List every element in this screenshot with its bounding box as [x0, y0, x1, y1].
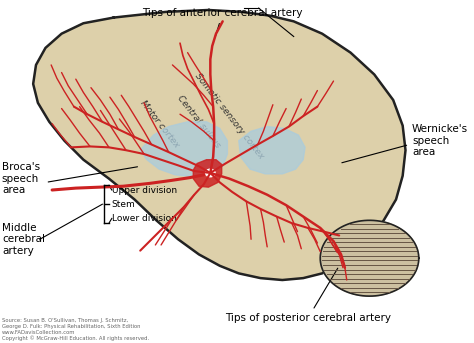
- Text: Broca's
speech
area: Broca's speech area: [2, 162, 40, 195]
- Text: Tips of posterior cerebral artery: Tips of posterior cerebral artery: [225, 268, 391, 323]
- Polygon shape: [193, 160, 222, 187]
- Text: Source: Susan B. O'Sullivan, Thomas J. Schmitz,
George D. Fulk: Physical Rehabil: Source: Susan B. O'Sullivan, Thomas J. S…: [2, 318, 149, 341]
- Text: Upper division: Upper division: [112, 186, 177, 194]
- Polygon shape: [33, 10, 406, 280]
- Polygon shape: [140, 122, 228, 177]
- Text: Somatic sensory cortex: Somatic sensory cortex: [193, 71, 265, 161]
- Polygon shape: [239, 127, 305, 174]
- Polygon shape: [320, 220, 419, 296]
- Text: Central sulcus: Central sulcus: [176, 94, 222, 150]
- Text: Middle
cerebral
artery: Middle cerebral artery: [2, 223, 45, 256]
- Text: Motor cortex: Motor cortex: [138, 98, 181, 149]
- Ellipse shape: [206, 169, 215, 177]
- Text: Stem: Stem: [112, 200, 136, 209]
- Text: Wernicke's
speech
area: Wernicke's speech area: [412, 124, 468, 157]
- Text: Lower division: Lower division: [112, 214, 177, 223]
- Text: Tips of anterior cerebral artery: Tips of anterior cerebral artery: [142, 8, 303, 38]
